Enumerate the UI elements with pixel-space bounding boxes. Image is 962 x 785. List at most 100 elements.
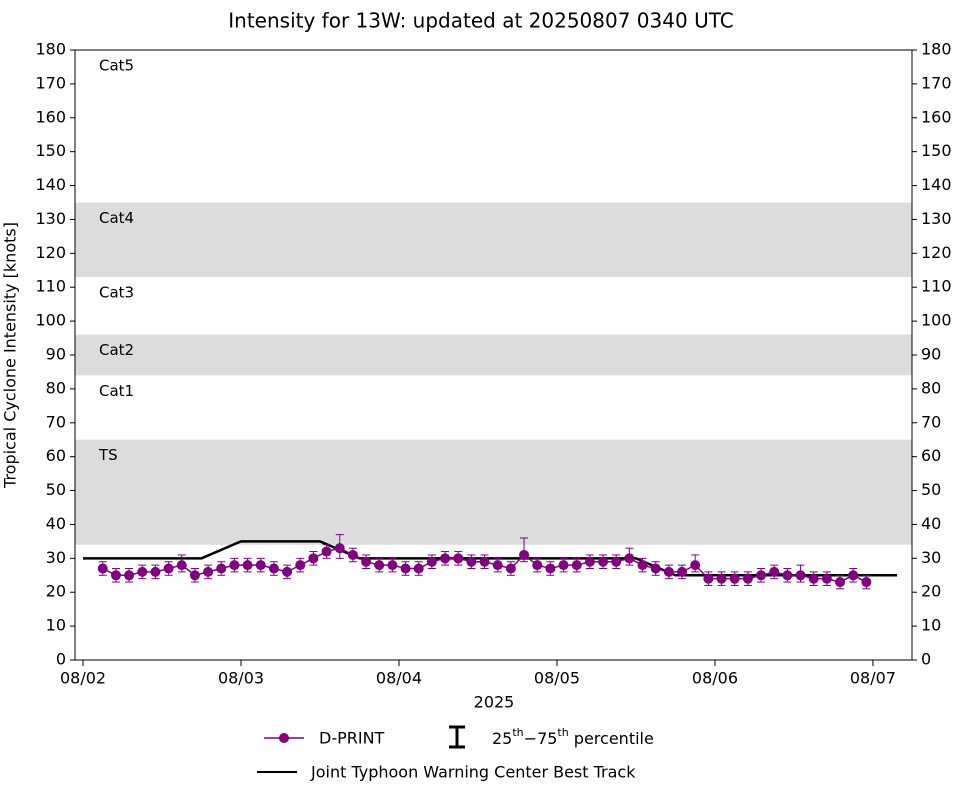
data-point — [176, 560, 187, 571]
y-tick-label: 70 — [46, 412, 66, 431]
data-point — [479, 556, 490, 567]
y2-tick-label: 150 — [921, 141, 952, 160]
data-point — [334, 543, 345, 554]
y-tick-label: 10 — [46, 616, 66, 635]
y-tick-label: 110 — [35, 277, 66, 296]
data-point — [150, 566, 161, 577]
category-band — [75, 439, 912, 545]
y-tick-label: 150 — [35, 141, 66, 160]
legend-label-part: th — [512, 726, 523, 739]
y-tick-label: 50 — [46, 480, 66, 499]
y2-tick-label: 60 — [921, 446, 941, 465]
data-point — [189, 570, 200, 581]
band-label: TS — [98, 446, 118, 464]
data-point — [492, 560, 503, 571]
y-tick-label: 160 — [35, 107, 66, 126]
y2-tick-label: 10 — [921, 616, 941, 635]
legend-label-part: percentile — [569, 729, 654, 748]
data-point — [374, 560, 385, 571]
y2-tick-label: 70 — [921, 412, 941, 431]
data-point — [716, 573, 727, 584]
data-point — [795, 570, 806, 581]
y2-tick-label: 30 — [921, 548, 941, 567]
y-axis-label: Tropical Cyclone Intensity [knots] — [1, 222, 20, 489]
category-band — [75, 334, 912, 376]
data-point — [229, 560, 240, 571]
data-point — [255, 560, 266, 571]
data-point — [466, 556, 477, 567]
x-tick-label: 08/05 — [534, 669, 580, 688]
data-point — [308, 553, 319, 564]
legend-errorbar — [449, 725, 465, 749]
data-point — [861, 577, 872, 588]
y-tick-label: 130 — [35, 209, 66, 228]
y2-tick-label: 80 — [921, 378, 941, 397]
y2-tick-label: 170 — [921, 73, 952, 92]
y-tick-label: 170 — [35, 73, 66, 92]
data-point — [782, 570, 793, 581]
y-tick-label: 140 — [35, 175, 66, 194]
x-tick-label: 08/04 — [376, 669, 422, 688]
category-band — [75, 202, 912, 278]
data-point — [216, 563, 227, 574]
data-point — [690, 560, 701, 571]
data-point — [361, 556, 372, 567]
data-point — [400, 563, 411, 574]
x-axis-label: 2025 — [474, 693, 515, 712]
data-point — [110, 570, 121, 581]
data-point — [387, 560, 398, 571]
data-point — [268, 563, 279, 574]
data-point — [532, 560, 543, 571]
band-label: Cat4 — [99, 209, 134, 227]
data-point — [624, 553, 635, 564]
y2-tick-label: 90 — [921, 345, 941, 364]
legend-label: D-PRINT — [319, 729, 385, 748]
data-point — [321, 546, 332, 557]
x-tick-label: 08/06 — [692, 669, 738, 688]
y2-tick-label: 0 — [921, 650, 931, 669]
y-tick-label: 120 — [35, 243, 66, 262]
y2-tick-label: 160 — [921, 107, 952, 126]
y-tick-label: 180 — [35, 40, 66, 59]
x-tick-label: 08/02 — [60, 669, 106, 688]
data-point — [558, 560, 569, 571]
data-point — [677, 566, 688, 577]
y2-tick-label: 50 — [921, 480, 941, 499]
y2-tick-label: 100 — [921, 311, 952, 330]
data-point — [163, 563, 174, 574]
data-point — [835, 577, 846, 588]
data-point — [637, 560, 648, 571]
data-point — [821, 573, 832, 584]
data-point — [545, 563, 556, 574]
data-point — [703, 573, 714, 584]
data-point — [124, 570, 135, 581]
data-point — [808, 573, 819, 584]
data-point — [295, 560, 306, 571]
data-point — [97, 563, 108, 574]
y-tick-label: 80 — [46, 378, 66, 397]
y2-tick-label: 120 — [921, 243, 952, 262]
chart-title: Intensity for 13W: updated at 20250807 0… — [228, 9, 733, 33]
band-label: Cat2 — [99, 341, 134, 359]
data-point — [282, 566, 293, 577]
data-point — [769, 566, 780, 577]
band-label: Cat5 — [99, 57, 134, 75]
data-point — [848, 570, 859, 581]
data-point — [742, 573, 753, 584]
data-point — [756, 570, 767, 581]
band-label: Cat1 — [99, 382, 134, 400]
band-label: Cat3 — [99, 284, 134, 302]
data-point — [598, 556, 609, 567]
y-tick-label: 90 — [46, 345, 66, 364]
legend-label-part: −75 — [524, 729, 558, 748]
data-point — [611, 556, 622, 567]
data-point — [440, 553, 451, 564]
data-point — [426, 556, 437, 567]
data-point — [137, 566, 148, 577]
data-point — [663, 566, 674, 577]
data-point — [505, 563, 516, 574]
y2-tick-label: 180 — [921, 40, 952, 59]
legend-label-part: th — [557, 726, 568, 739]
y-tick-label: 0 — [56, 650, 66, 669]
